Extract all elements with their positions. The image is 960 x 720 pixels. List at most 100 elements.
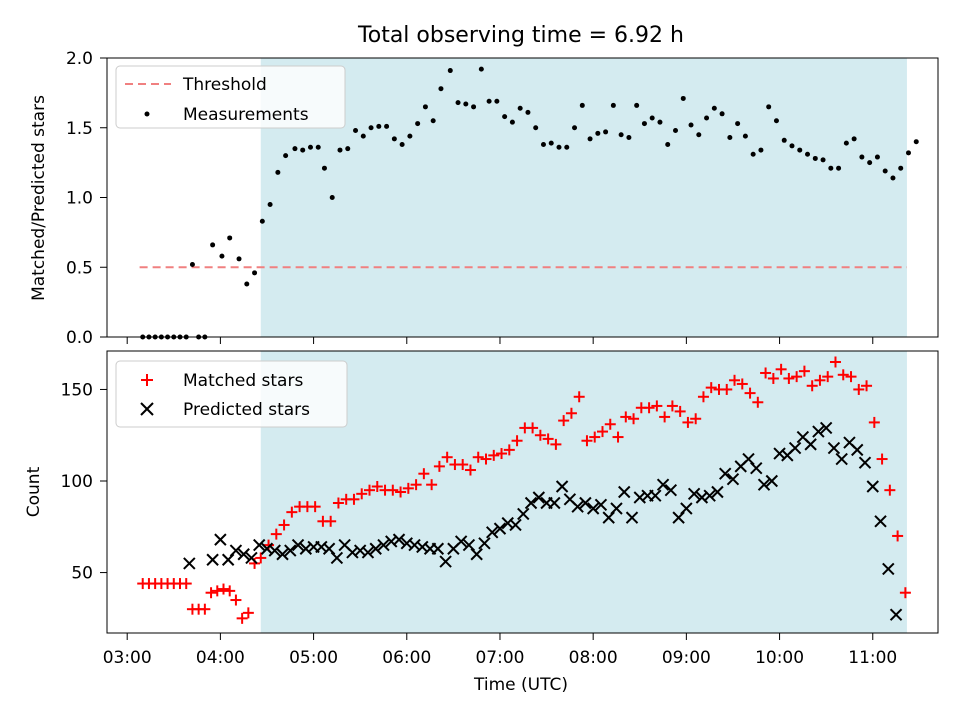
predicted-point [517,507,530,521]
measurement-point [345,146,351,152]
top-y-tick-label: 1.5 [66,119,93,139]
matched-point [426,479,438,491]
matched-point [892,530,904,542]
measurement-point [244,281,250,287]
matched-point [464,464,476,476]
matched-point [783,372,795,384]
measurement-point [626,135,632,141]
measurement-point [329,195,335,200]
predicted-point [866,480,879,493]
matched-point [270,528,282,540]
measurement-point [641,121,647,127]
matched-point [205,587,217,599]
top-y-tick-label: 1.0 [66,189,93,209]
predicted-point [874,515,887,528]
predicted-point [548,496,561,510]
predicted-point [889,608,903,621]
bottom-legend-box [115,360,348,428]
measurement-point [579,102,585,108]
measurement-point [337,147,343,153]
x-tick-label: 11:00 [848,648,897,668]
measurement-point [384,123,390,129]
measurement-point [540,141,546,147]
measurement-point [353,128,359,134]
matched-point [217,583,229,595]
measurement-point [376,123,382,129]
measurement-point [478,66,484,72]
predicted-point [656,478,670,491]
matched-point [628,413,640,425]
matched-point [620,411,632,423]
predicted-point [206,553,219,566]
predicted-point [214,533,227,546]
matched-point [534,429,546,441]
bottom-y-ticks: 50 100 150 [61,380,107,584]
measurement-point [672,128,678,134]
predicted-point [594,498,608,512]
predicted-point [703,489,716,502]
bottom-shaded-band [260,351,907,633]
measurement-point [766,104,772,110]
top-y-tick-label: 2.0 [66,49,93,69]
matched-point [263,539,275,551]
measurement-point [836,165,842,171]
predicted-point [750,461,763,475]
measurement-point [696,132,702,138]
measurement-point [618,132,624,138]
measurement-point [742,133,748,139]
matched-point [596,426,608,438]
measurement-point [315,144,321,150]
x-tick-label: 06:00 [382,648,431,668]
matched-point [364,484,376,496]
matched-point [527,422,539,434]
matched-point [230,594,242,606]
measurement-point [719,111,725,117]
predicted-point [431,542,445,555]
measurement-point [267,201,273,207]
matched-point [503,444,515,456]
matched-point [729,374,741,386]
measurement-point [789,143,795,149]
matched-point [224,585,236,597]
x-tick-label: 07:00 [475,648,524,668]
measurement-point [292,146,298,152]
measurement-point [905,150,911,156]
predicted-point [711,485,724,499]
measurement-point [564,144,570,150]
matched-point [775,363,787,375]
matched-point [242,607,254,619]
predicted-point [555,480,569,493]
measurement-point [898,165,904,171]
matched-point [736,378,748,390]
bottom-plot-frame [106,350,939,634]
measurement-point [300,147,306,153]
measurement-point [797,147,803,153]
measurements-legend-label: Measurements [183,105,309,125]
measurement-point [828,165,834,171]
x-tick-label: 09:00 [662,648,711,668]
matched-point [697,391,709,403]
matched-point [837,369,849,381]
bottom-y-axis-label: Count [24,466,44,517]
predicted-point [610,502,623,515]
matched-point [236,612,248,624]
predicted-legend-swatch [140,402,154,416]
measurement-point [447,68,453,74]
matched-point [332,497,344,509]
measurement-point [360,133,366,139]
x-tick-label: 08:00 [569,648,618,668]
measurement-point [430,118,436,124]
matched-point [721,383,733,395]
predicted-point [284,544,297,557]
matched-point [861,380,873,392]
measurement-point [867,160,873,166]
measurement-point [805,151,811,157]
measurement-point [422,104,428,110]
matched-point [278,519,290,531]
matched-point [876,453,888,465]
predicted-point [765,474,779,488]
measurement-point [494,98,500,104]
measurement-point [252,270,258,276]
bottom-x-ticks: 03:00 04:00 05:00 06:00 07:00 08:00 09:00 10:00… [103,633,897,668]
